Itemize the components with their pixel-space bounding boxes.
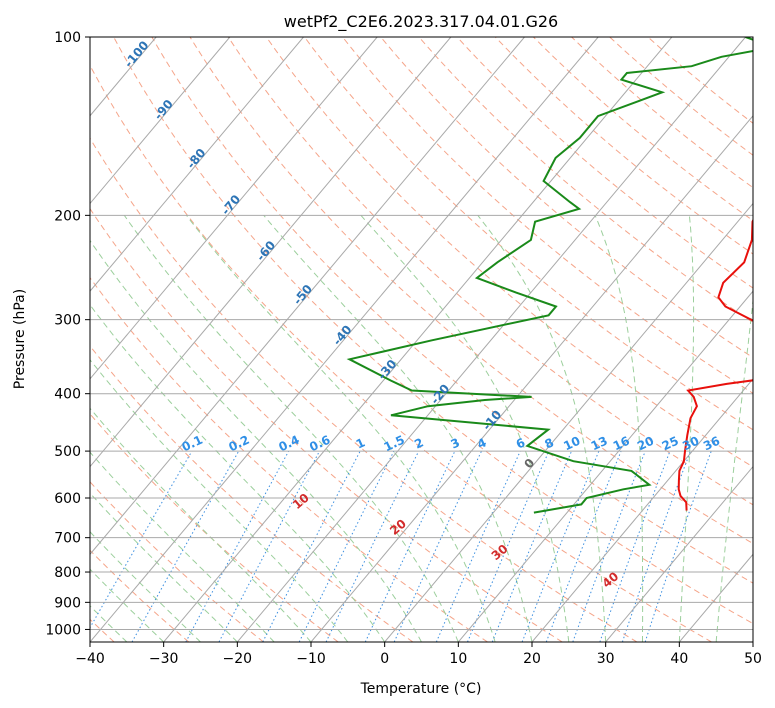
moist-adiabat-line bbox=[90, 407, 312, 642]
dry-adiabat-line bbox=[227, 37, 753, 506]
moist-adiabat-line bbox=[90, 451, 275, 642]
moist-adiabat-line bbox=[90, 568, 165, 642]
isotherm-line bbox=[90, 37, 599, 642]
mixing-ratio-line bbox=[298, 450, 395, 642]
x-tick-label: −40 bbox=[75, 651, 105, 667]
mixing-ratio-label: 13 bbox=[589, 434, 610, 454]
isotherm-line bbox=[90, 37, 231, 205]
mixing-ratio-line bbox=[435, 450, 521, 642]
mixing-ratio-line bbox=[262, 450, 361, 642]
isotherm-grid bbox=[90, 37, 753, 642]
y-tick-label: 200 bbox=[54, 208, 81, 224]
x-axis-label: Temperature (°C) bbox=[360, 681, 482, 697]
y-tick-label: 600 bbox=[54, 491, 81, 507]
mixing-ratio-line bbox=[218, 450, 320, 642]
moist-adiabat-line bbox=[90, 359, 349, 642]
dry-adiabat-line bbox=[151, 37, 753, 584]
moist-adiabat-line bbox=[263, 214, 533, 642]
y-tick-label: 500 bbox=[54, 444, 81, 460]
mixing-ratio-line bbox=[621, 450, 691, 642]
mixing-ratio-lines bbox=[90, 450, 712, 642]
dry-adiabat-line bbox=[304, 37, 753, 431]
dewpoint-line bbox=[346, 37, 753, 514]
x-tick-label: 50 bbox=[744, 651, 762, 667]
isotherm-line bbox=[384, 202, 753, 642]
mixing-ratio-line bbox=[599, 450, 671, 642]
dry-adiabat-line bbox=[380, 37, 753, 359]
x-tick-label: −20 bbox=[223, 651, 253, 667]
isotherm-line bbox=[236, 37, 746, 642]
isotherm-line bbox=[531, 378, 753, 642]
isobar-grid bbox=[90, 37, 753, 630]
plot-area: -100-90-80-70-60-50-40-30-20-10010203040… bbox=[90, 37, 753, 642]
mixing-ratio-label: 30 bbox=[680, 434, 701, 454]
isotherm-line bbox=[605, 465, 753, 642]
dry-adiabats bbox=[90, 37, 753, 642]
x-tick-label: 20 bbox=[523, 651, 541, 667]
dry-adiabat-line bbox=[90, 481, 264, 642]
dry-adiabat-line bbox=[533, 37, 753, 222]
isotherm-line bbox=[90, 37, 378, 380]
y-axis-label: Pressure (hPa) bbox=[12, 289, 28, 389]
y-tick-label: 400 bbox=[54, 387, 81, 403]
isotherm-line bbox=[90, 37, 452, 468]
dry-adiabat-line bbox=[113, 37, 753, 625]
x-tick-label: −10 bbox=[296, 651, 326, 667]
dry-adiabat-line bbox=[342, 37, 753, 394]
isotherm-line bbox=[310, 115, 753, 642]
mixing-ratio-label: 36 bbox=[701, 434, 722, 454]
chart-title: wetPf2_C2E6.2023.317.04.01.G26 bbox=[284, 12, 558, 32]
dry-adiabat-line bbox=[189, 37, 753, 545]
mixing-ratio-label: 10 bbox=[561, 434, 582, 454]
y-tick-label: 700 bbox=[54, 531, 81, 547]
moist-adiabat-line bbox=[90, 239, 422, 642]
mixing-ratio-label: 20 bbox=[635, 434, 656, 454]
x-tick-label: 0 bbox=[380, 651, 389, 667]
y-tick-label: 100 bbox=[54, 30, 81, 46]
dry-adiabat-line bbox=[90, 64, 712, 642]
mixing-ratio-label: 25 bbox=[660, 434, 681, 454]
moist-adiabat-line bbox=[90, 492, 238, 642]
isotherm-line bbox=[163, 37, 673, 642]
temperature-line bbox=[677, 218, 753, 511]
moist-adiabat-line bbox=[715, 296, 753, 642]
moist-adiabat-line bbox=[123, 215, 459, 642]
moist-adiabat-line bbox=[594, 215, 644, 642]
x-tick-label: −30 bbox=[149, 651, 179, 667]
plot-frame bbox=[89, 36, 754, 643]
x-tick-label: 30 bbox=[597, 651, 615, 667]
mixing-ratio-line bbox=[644, 450, 712, 642]
x-tick-label: 40 bbox=[670, 651, 688, 667]
isotherm-line bbox=[90, 37, 525, 556]
y-tick-label: 300 bbox=[54, 313, 81, 329]
moist-adiabat-line bbox=[477, 214, 607, 642]
mixing-ratio-line bbox=[185, 450, 290, 642]
mixing-ratio-line bbox=[572, 450, 646, 642]
x-axis-ticks: −40 −30 −20 −10 0 10 20 30 40 50 bbox=[75, 642, 762, 667]
dry-adiabat-line bbox=[571, 37, 753, 189]
isotherm-line bbox=[457, 290, 753, 642]
y-tick-label: 900 bbox=[54, 595, 81, 611]
y-tick-label: 800 bbox=[54, 565, 81, 581]
dry-adiabat-line bbox=[494, 37, 753, 255]
x-tick-label: 10 bbox=[449, 651, 467, 667]
isotherm-line bbox=[90, 37, 304, 292]
y-axis-ticks: 100 200 300 400 500 600 700 800 900 1000 bbox=[45, 30, 90, 638]
moist-adiabat-line bbox=[360, 214, 570, 642]
mixing-ratio-label: 16 bbox=[611, 434, 632, 454]
mixing-ratio-line bbox=[521, 450, 600, 642]
mixing-ratio-line bbox=[467, 450, 550, 642]
moist-adiabat-line bbox=[90, 531, 201, 642]
dry-adiabat-line bbox=[90, 137, 638, 642]
y-tick-label: 1000 bbox=[45, 622, 81, 638]
moist-adiabat-line bbox=[90, 304, 386, 642]
mixing-ratio-line bbox=[545, 450, 622, 642]
sounding-profiles bbox=[346, 37, 753, 514]
dry-adiabat-line bbox=[90, 345, 414, 642]
